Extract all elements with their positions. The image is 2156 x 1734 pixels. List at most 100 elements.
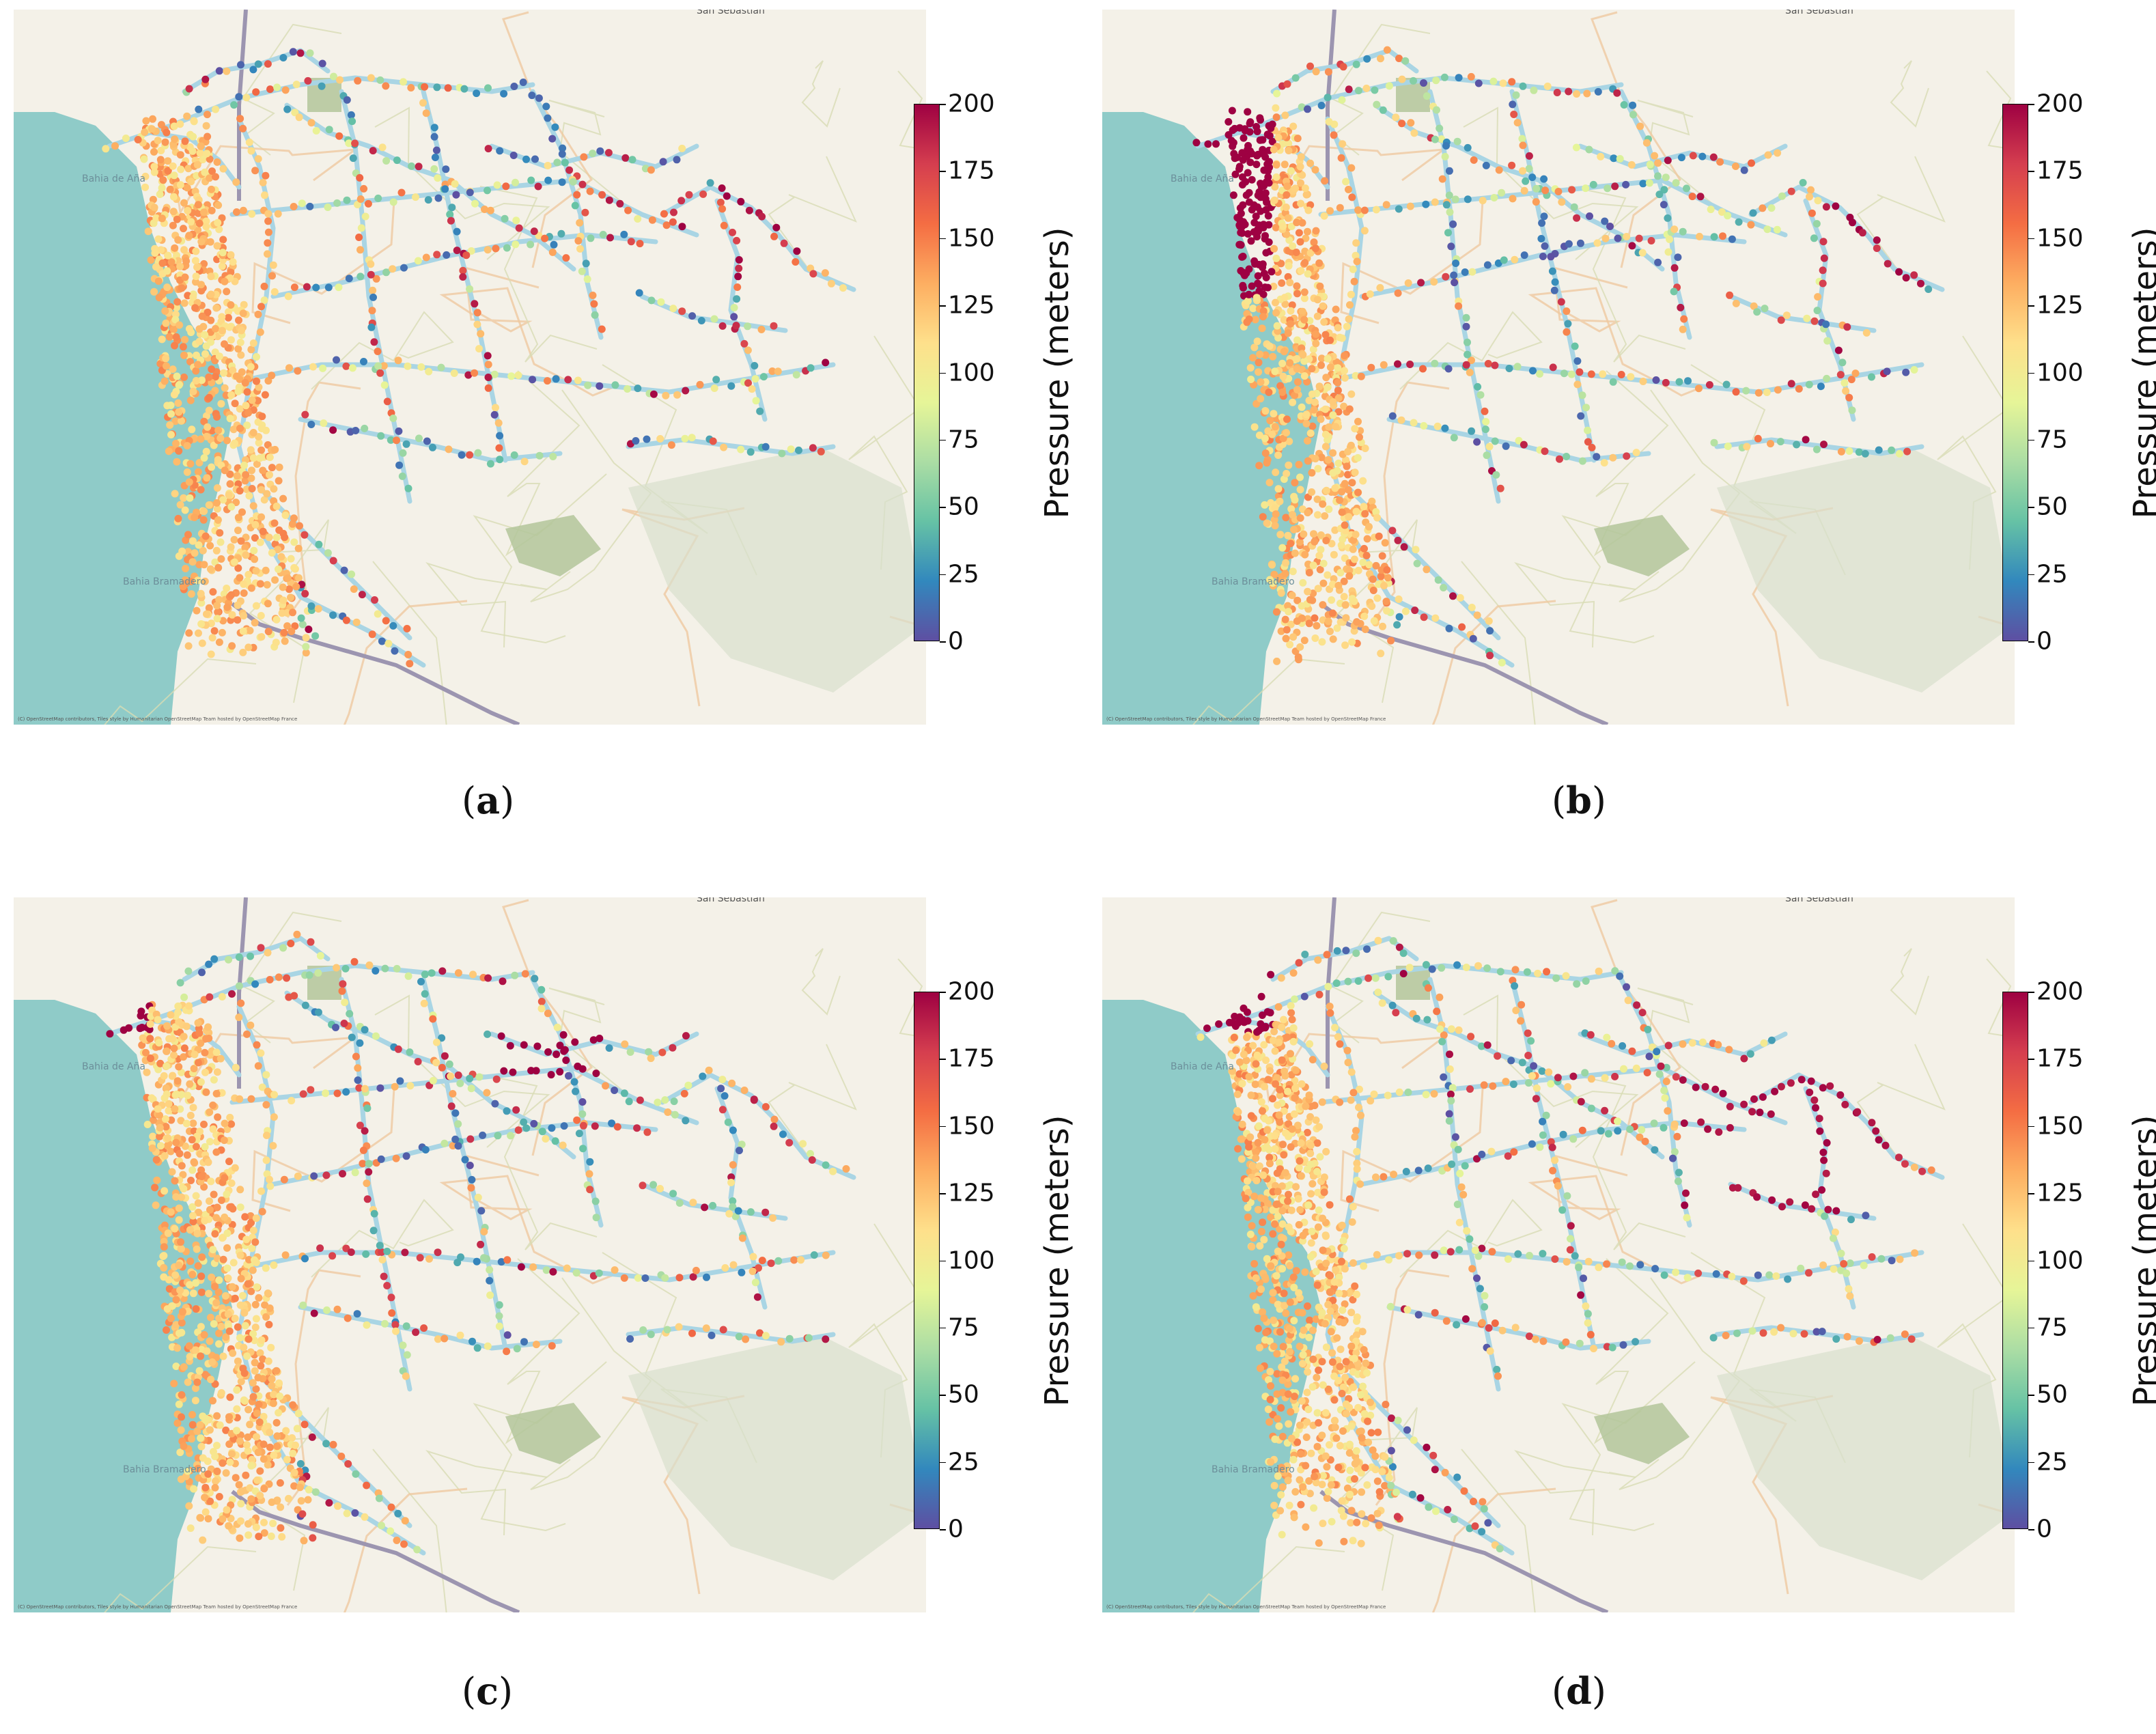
junction-node [215,67,223,75]
junction-node [1333,624,1341,632]
junction-node [289,1401,297,1409]
junction-node [1238,149,1246,157]
junction-node [1774,386,1782,394]
junction-node [425,1255,433,1263]
junction-node [1479,197,1487,205]
junction-node [194,201,202,209]
junction-node [1285,461,1293,469]
junction-node [1761,305,1769,313]
junction-node [1807,186,1815,194]
junction-node [206,542,214,550]
junction-node [453,247,461,255]
junction-node [340,566,348,574]
junction-node [393,1537,401,1544]
junction-node [400,78,407,86]
junction-node [1276,1328,1284,1336]
junction-node [360,358,367,365]
junction-node [578,267,586,275]
junction-node [197,238,206,246]
colorbar-tick-label: 100 [948,1246,995,1274]
junction-node [1286,359,1294,367]
junction-node [1263,130,1272,139]
junction-node [212,1299,221,1307]
junction-node [1267,1382,1274,1390]
junction-node [214,516,222,524]
junction-node [171,341,178,350]
junction-node [191,514,199,522]
junction-node [1298,103,1306,111]
junction-node [495,1322,503,1330]
junction-node [266,976,274,983]
junction-node [1289,633,1298,641]
colorbar-label: Pressure (meters) [1038,1115,1076,1407]
junction-node [1350,598,1358,605]
junction-node [301,1466,309,1474]
junction-node [248,396,256,404]
junction-node [268,272,276,280]
junction-node [217,400,225,408]
junction-node [1330,550,1338,559]
junction-node [598,325,606,333]
map-boundary-line [1593,370,1669,557]
junction-node [378,637,386,645]
caption-paren-close: ) [500,779,515,822]
junction-node [200,260,208,268]
junction-node [173,1077,182,1085]
junction-node [1308,365,1316,373]
junction-node [1799,179,1807,186]
junction-node [1289,122,1298,130]
junction-node [214,333,222,341]
junction-node [1348,479,1356,487]
junction-node [1336,569,1345,577]
junction-node [265,533,273,542]
junction-node [388,1309,396,1317]
junction-node [158,259,167,267]
junction-node [1445,624,1453,632]
junction-node [221,1292,229,1300]
junction-node [440,1052,449,1060]
junction-node [647,296,656,305]
junction-node [188,1203,197,1211]
junction-node [506,1041,514,1050]
junction-node [186,358,194,366]
junction-node [175,447,183,455]
junction-node [1298,1309,1306,1317]
junction-node [406,660,414,668]
junction-node [548,1342,556,1350]
junction-node [497,1032,505,1040]
junction-node [358,591,366,599]
junction-node [1278,279,1286,287]
junction-node [302,643,310,651]
junction-node [1343,322,1351,331]
junction-node [1842,387,1850,395]
junction-node [1247,1091,1255,1100]
map-attribution: (C) OpenStreetMap contributors, Tiles st… [18,1604,298,1610]
junction-node [201,1048,209,1057]
junction-node [808,1156,816,1164]
junction-node [424,196,432,204]
junction-node [706,179,714,187]
map-boundary-line [1528,287,1703,397]
junction-node [244,409,253,417]
junction-node [333,1305,341,1313]
junction-node [1301,247,1309,255]
junction-node [1458,623,1466,631]
junction-node [1192,139,1201,147]
junction-node [174,514,182,522]
junction-node [1455,74,1463,82]
junction-node [770,1115,779,1123]
junction-node [1347,441,1355,449]
junction-node [1264,283,1272,292]
junction-node [1540,212,1548,221]
junction-node [1716,158,1724,166]
junction-node [344,1314,352,1322]
junction-node [207,290,215,298]
junction-node [1431,198,1439,206]
caption-paren-close: ) [498,1670,514,1713]
junction-node [1366,570,1373,578]
junction-node [383,1282,391,1289]
junction-node [664,1108,672,1116]
junction-node [420,999,428,1007]
map-boundary-line [1340,1088,1484,1212]
junction-node [400,1540,408,1548]
